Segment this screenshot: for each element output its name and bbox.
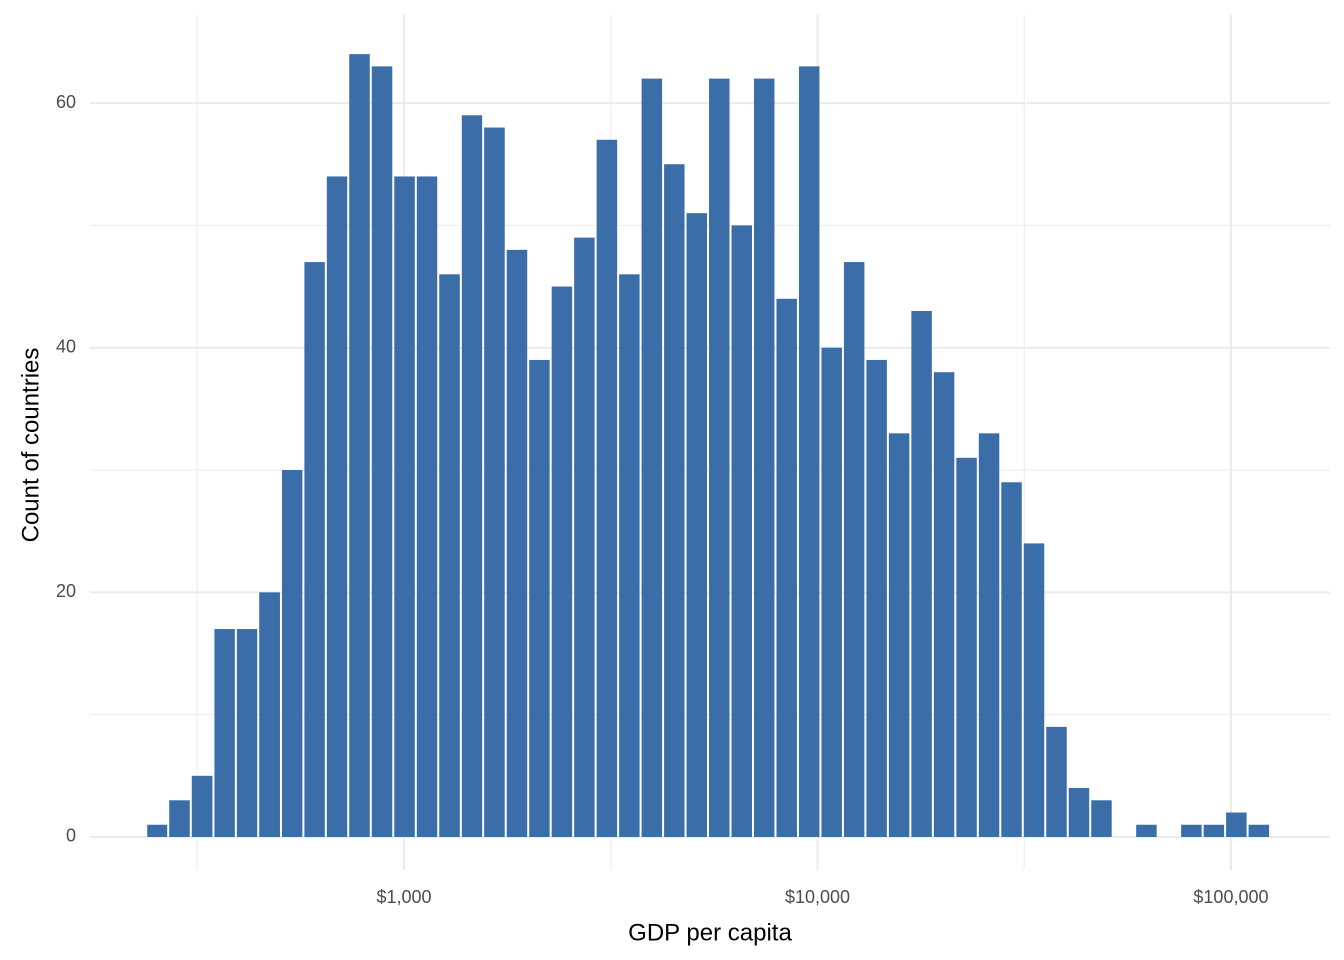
bars (147, 54, 1270, 837)
bar (753, 78, 775, 837)
bar (1136, 824, 1157, 837)
bar (349, 54, 370, 837)
x-axis-title: GDP per capita (628, 919, 792, 946)
bar (1248, 824, 1270, 837)
bar (326, 176, 348, 837)
bar (978, 433, 1000, 837)
bar (506, 249, 528, 837)
bar (1023, 543, 1045, 837)
bar (529, 359, 550, 837)
bar (731, 225, 752, 837)
bar (956, 457, 977, 837)
bar (843, 262, 865, 837)
bar (1091, 800, 1112, 837)
bar (664, 164, 685, 837)
bar (933, 372, 955, 837)
bar (214, 629, 235, 837)
bar (1181, 824, 1202, 837)
bar (821, 347, 842, 837)
bar (1203, 824, 1225, 837)
bar (551, 286, 573, 837)
bar (236, 629, 258, 837)
bar (686, 213, 708, 837)
bar (1226, 812, 1247, 837)
bar (147, 824, 168, 837)
bar (416, 176, 438, 837)
bar (866, 359, 887, 837)
bar (709, 78, 730, 837)
y-axis-title: Count of countries (17, 348, 44, 543)
bar (394, 176, 415, 837)
bar (911, 311, 932, 837)
bar (259, 592, 280, 837)
x-tick-label: $100,000 (1193, 887, 1268, 907)
bar (574, 237, 595, 837)
bar (1068, 788, 1090, 837)
bar (484, 127, 505, 837)
bar (169, 800, 190, 837)
bar (1001, 482, 1022, 837)
bar (798, 66, 820, 837)
bar (281, 470, 303, 837)
bar (619, 274, 640, 837)
x-tick-label: $1,000 (376, 887, 431, 907)
bar (439, 274, 460, 837)
bar (371, 66, 393, 837)
bar (888, 433, 910, 837)
bar (191, 775, 213, 837)
y-tick-label: 20 (56, 581, 76, 601)
y-tick-label: 0 (66, 826, 76, 846)
y-tick-label: 60 (56, 92, 76, 112)
bar (641, 78, 663, 837)
bar (1046, 726, 1067, 837)
bar (461, 115, 483, 837)
x-tick-label: $10,000 (785, 887, 850, 907)
y-tick-label: 40 (56, 336, 76, 356)
bar (304, 262, 325, 837)
bar (776, 298, 797, 837)
bar (596, 139, 618, 837)
